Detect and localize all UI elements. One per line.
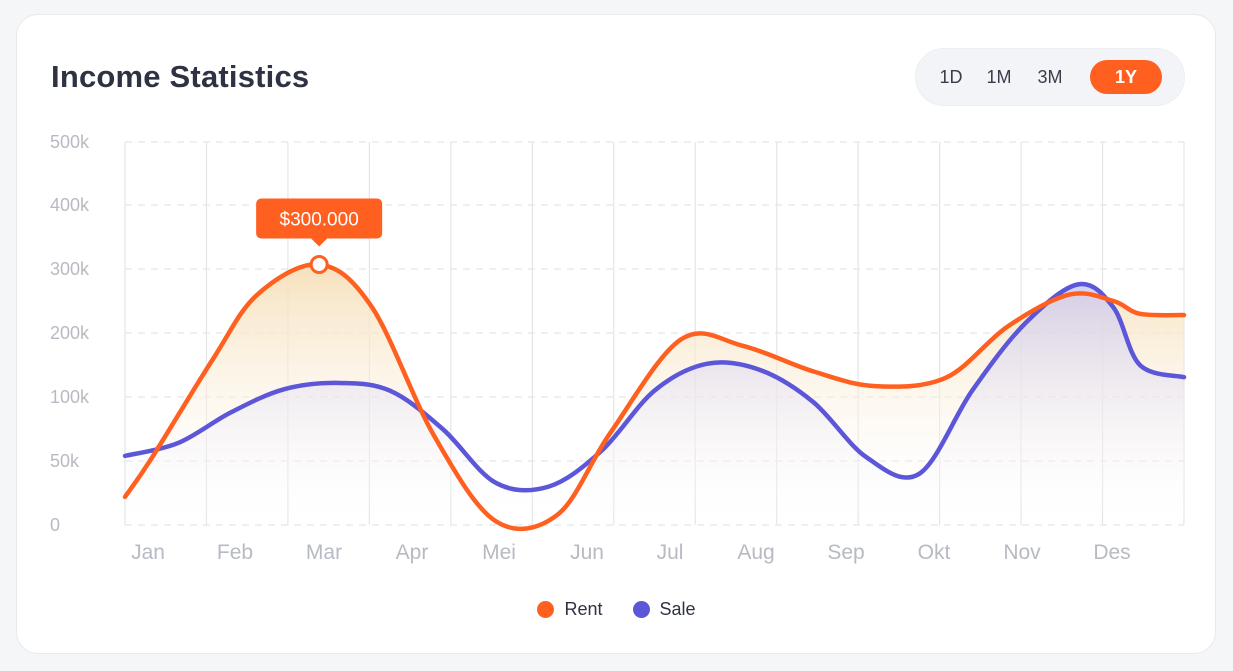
x-tick-label: Mar [306,541,342,564]
tooltip-text: $300.000 [280,210,359,231]
y-tick-label: 500k [50,132,90,152]
range-1m-button[interactable]: 1M [986,67,1012,87]
card-title: Income Statistics [51,59,310,94]
x-tick-label: Des [1093,541,1130,564]
range-1y-button[interactable]: 1Y [1090,60,1162,94]
y-tick-label: 100k [50,387,90,407]
legend-dot-rent [537,600,555,618]
x-tick-label: Aug [737,541,774,564]
legend-item-sale[interactable]: Sale [632,598,696,620]
legend-label-sale: Sale [659,598,696,619]
rent-peak-marker [309,255,329,275]
chart-legend: Rent Sale [0,597,1233,621]
y-tick-label: 400k [50,195,90,215]
y-tick-label: 200k [50,323,90,343]
y-tick-label: 50k [50,451,80,471]
x-tick-label: Jun [570,541,604,564]
x-tick-label: Nov [1003,541,1041,564]
x-tick-label: Mei [482,541,516,564]
legend-item-rent[interactable]: Rent [537,598,603,620]
x-tick-label: Jul [657,541,684,564]
legend-dot-sale [632,600,650,618]
series-area-sale [125,283,1184,525]
tooltip-box [256,198,383,239]
x-tick-label: Okt [918,541,951,564]
range-selector: 1D 1M 3M 1Y [915,48,1185,106]
y-tick-label: 300k [50,259,90,279]
legend-label-rent: Rent [564,598,603,619]
x-tick-label: Sep [827,541,864,564]
x-tick-label: Jan [131,541,165,564]
range-3m-button[interactable]: 3M [1037,67,1063,87]
tooltip-pointer [311,238,328,247]
x-tick-label: Feb [217,541,253,564]
y-tick-label: 0 [50,515,60,535]
range-1d-button[interactable]: 1D [939,67,963,87]
series-line-rent [122,262,1187,532]
x-tick-label: Apr [396,541,429,564]
